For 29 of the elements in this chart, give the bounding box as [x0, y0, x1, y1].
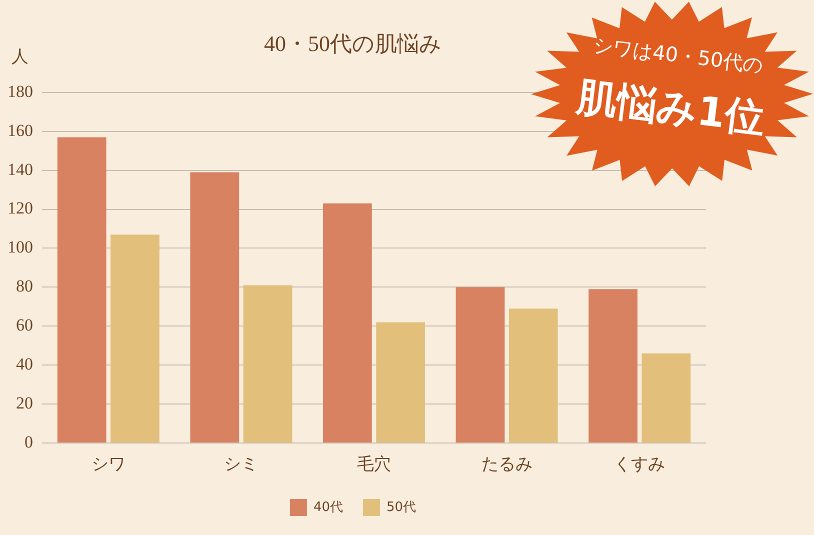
bar	[642, 353, 691, 442]
bar	[508, 308, 558, 442]
x-tick-label: たるみ	[481, 454, 532, 474]
y-axis-title: 人	[12, 46, 28, 66]
x-tick-label: シミ	[224, 454, 258, 474]
bar	[243, 285, 292, 442]
bar	[190, 172, 240, 442]
y-tick-label: 20	[16, 394, 33, 413]
y-tick-label: 140	[8, 160, 33, 179]
bar	[110, 234, 160, 442]
chart-title: 40・50代の肌悩み	[264, 30, 442, 56]
y-tick-label: 60	[16, 316, 33, 335]
y-tick-label: 120	[8, 198, 33, 218]
bar	[456, 287, 505, 442]
y-tick-label: 100	[8, 238, 33, 257]
x-tick-label: 毛穴	[357, 454, 391, 474]
bar	[57, 137, 106, 442]
y-tick-label: 180	[8, 82, 33, 101]
y-tick-label: 160	[8, 120, 33, 140]
legend-label: 40代	[313, 500, 344, 515]
x-tick-label: くすみ	[614, 454, 666, 474]
y-tick-label: 80	[16, 276, 33, 296]
y-tick-label: 40	[16, 354, 33, 374]
y-tick-label: 0	[24, 432, 33, 452]
x-tick-label: シワ	[91, 454, 126, 474]
legend-label: 50代	[386, 500, 416, 515]
bar	[376, 322, 425, 442]
bar	[323, 203, 372, 442]
bar	[588, 289, 638, 442]
